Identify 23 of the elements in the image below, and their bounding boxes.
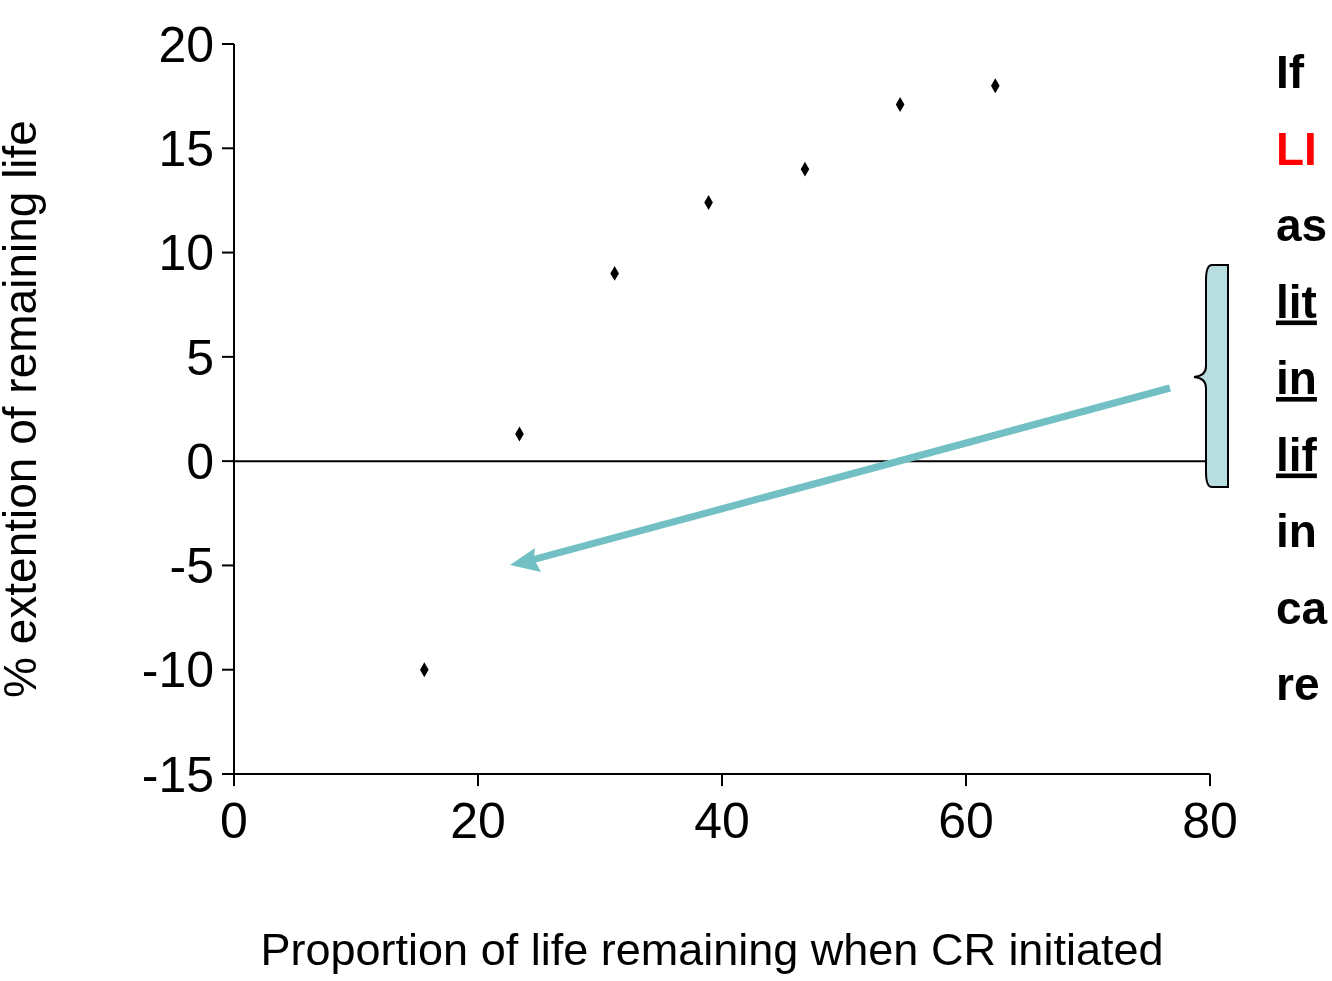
y-tick-label: -10: [141, 642, 214, 699]
y-tick-label: 0: [186, 433, 214, 490]
y-tick-label: -15: [141, 746, 214, 803]
y-tick-label: 15: [158, 121, 214, 178]
y-tick-label: 10: [158, 225, 214, 282]
text: in: [1276, 505, 1317, 557]
y-axis-title: % extention of remaining life: [0, 120, 47, 698]
text: LI: [1276, 122, 1317, 175]
text: as: [1276, 199, 1328, 251]
text: in: [1276, 352, 1317, 404]
y-tick-label: -5: [169, 538, 214, 595]
text: ca: [1276, 581, 1328, 634]
text: re: [1276, 658, 1320, 710]
x-axis-title: Proportion of life remaining when CR initiated: [260, 924, 1164, 975]
x-tick-label: 60: [938, 792, 994, 849]
x-tick-label: 20: [450, 792, 506, 849]
x-tick-label: 80: [1182, 792, 1238, 849]
y-tick-label: 20: [158, 16, 214, 73]
text: lit: [1276, 275, 1317, 328]
text: lif: [1276, 428, 1318, 481]
y-tick-label: 5: [186, 329, 214, 386]
x-tick-label: 40: [694, 792, 750, 849]
text: If: [1276, 46, 1305, 98]
